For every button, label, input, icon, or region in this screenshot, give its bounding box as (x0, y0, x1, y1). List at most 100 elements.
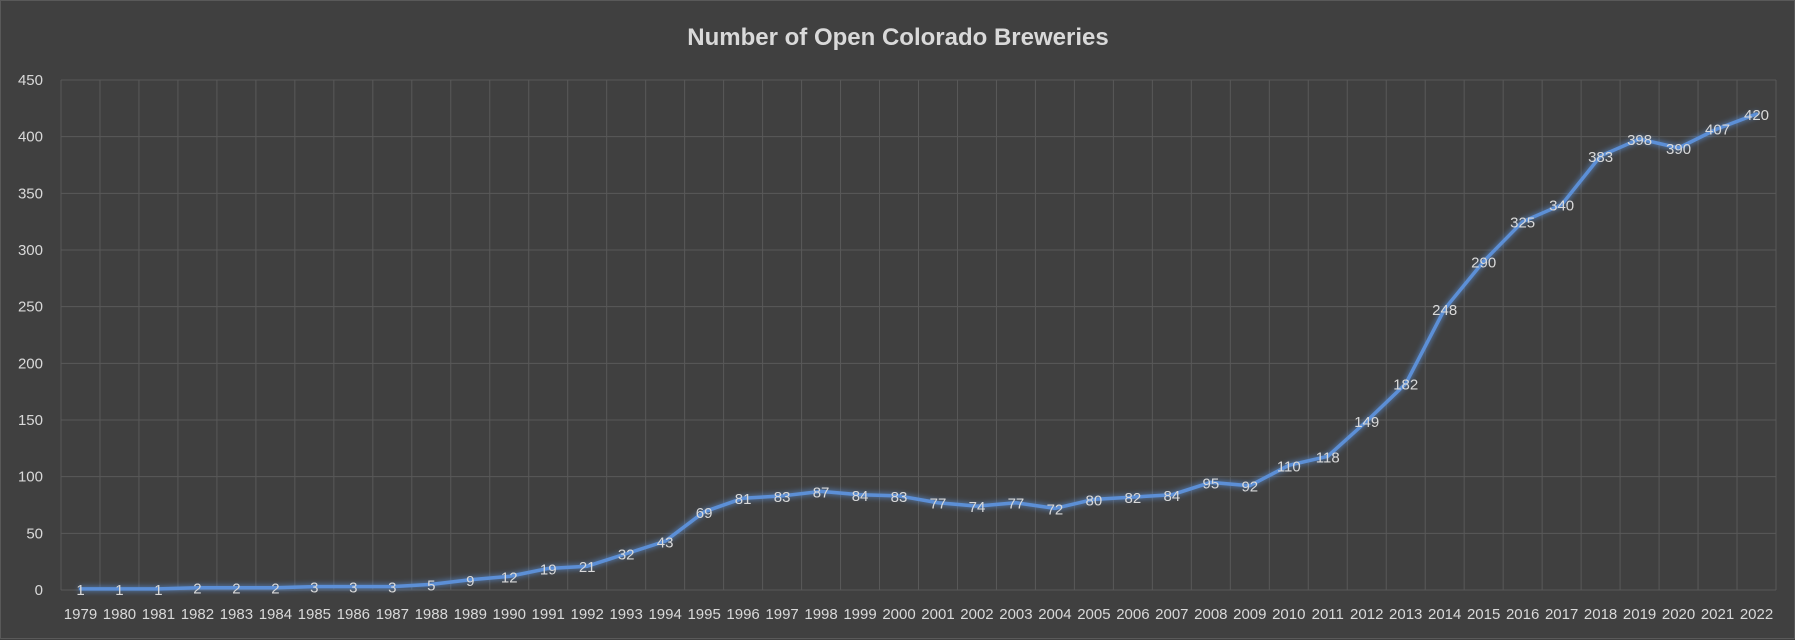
y-tick-label: 0 (35, 582, 43, 599)
data-label: 290 (1471, 254, 1496, 271)
x-tick-label: 2019 (1623, 606, 1656, 623)
data-label: 1 (115, 582, 123, 599)
y-tick-label: 350 (18, 185, 43, 202)
data-label: 2 (193, 581, 201, 598)
data-label: 84 (1164, 488, 1181, 505)
x-tick-label: 1999 (843, 606, 876, 623)
data-label: 84 (852, 488, 869, 505)
data-label: 3 (388, 580, 396, 597)
data-label: 248 (1432, 302, 1457, 319)
x-tick-label: 1985 (298, 606, 331, 623)
series-line (78, 112, 1759, 591)
x-tick-label: 2020 (1662, 606, 1695, 623)
x-tick-label: 1988 (415, 606, 448, 623)
x-tick-label: 2004 (1038, 606, 1071, 623)
x-tick-label: 2021 (1701, 606, 1734, 623)
data-label: 69 (696, 505, 713, 522)
data-label: 149 (1354, 414, 1379, 431)
x-tick-label: 2022 (1740, 606, 1773, 623)
data-label: 407 (1705, 122, 1730, 139)
x-tick-label: 1984 (259, 606, 292, 623)
x-tick-label: 2011 (1312, 606, 1344, 623)
chart-title: Number of Open Colorado Breweries (687, 24, 1108, 51)
x-tick-label: 2010 (1272, 606, 1305, 623)
data-label: 340 (1549, 198, 1574, 215)
data-label: 1 (154, 582, 162, 599)
x-tick-label: 1989 (454, 606, 487, 623)
data-label: 1 (76, 582, 84, 599)
x-tick-label: 1995 (687, 606, 720, 623)
x-tick-label: 1992 (571, 606, 604, 623)
data-label: 82 (1125, 490, 1142, 507)
data-label: 420 (1744, 107, 1769, 124)
x-tick-label: 2008 (1194, 606, 1227, 623)
grid (60, 79, 1777, 591)
x-tick-label: 1993 (609, 606, 642, 623)
y-tick-label: 100 (18, 469, 43, 486)
x-tick-label: 2007 (1155, 606, 1188, 623)
x-tick-label: 2017 (1545, 606, 1578, 623)
x-tick-label: 1996 (726, 606, 759, 623)
x-tick-label: 1986 (337, 606, 370, 623)
data-label: 43 (657, 534, 674, 551)
data-label: 9 (466, 573, 474, 590)
data-label: 325 (1510, 215, 1535, 232)
data-label: 390 (1666, 141, 1691, 158)
y-axis-ticks: 0 50 100 150 200 250 300 350 400 450 (18, 72, 43, 599)
data-label: 3 (349, 580, 357, 597)
x-tick-label: 1991 (532, 606, 565, 623)
x-tick-label: 1983 (220, 606, 253, 623)
x-tick-label: 1994 (648, 606, 681, 623)
y-tick-label: 200 (18, 355, 43, 372)
x-tick-label: 2014 (1428, 606, 1461, 623)
x-tick-label: 2000 (882, 606, 915, 623)
x-tick-label: 2002 (960, 606, 993, 623)
x-tick-label: 2016 (1506, 606, 1539, 623)
x-tick-label: 2005 (1077, 606, 1110, 623)
y-tick-label: 150 (18, 412, 43, 429)
data-label: 118 (1316, 449, 1340, 466)
data-label: 3 (310, 580, 318, 597)
x-tick-label: 1990 (493, 606, 526, 623)
data-label: 77 (1008, 496, 1025, 513)
data-label: 32 (618, 547, 635, 564)
x-tick-label: 2001 (921, 606, 954, 623)
series-group (78, 112, 1759, 591)
y-tick-label: 400 (18, 129, 43, 146)
data-label: 72 (1047, 501, 1064, 518)
data-label: 19 (540, 561, 557, 578)
x-tick-label: 1979 (64, 606, 97, 623)
x-tick-label: 2012 (1350, 606, 1383, 623)
data-label: 2 (271, 581, 279, 598)
data-label: 74 (969, 499, 986, 516)
data-label: 21 (579, 559, 596, 576)
data-label: 83 (774, 489, 791, 506)
data-label: 77 (930, 496, 947, 513)
x-tick-label: 2006 (1116, 606, 1149, 623)
data-label: 12 (501, 569, 518, 586)
data-label: 92 (1241, 479, 1258, 496)
data-label: 80 (1086, 492, 1103, 509)
x-tick-label: 1980 (103, 606, 136, 623)
y-tick-label: 450 (18, 72, 43, 89)
x-tick-label: 2003 (999, 606, 1032, 623)
data-label: 110 (1277, 458, 1301, 475)
x-tick-label: 2015 (1467, 606, 1500, 623)
data-label: 182 (1393, 377, 1418, 394)
x-tick-label: 1981 (142, 606, 175, 623)
x-tick-label: 1997 (765, 606, 798, 623)
x-tick-label: 1982 (181, 606, 214, 623)
data-label: 95 (1202, 475, 1219, 492)
data-label: 398 (1627, 132, 1652, 149)
x-axis-ticks: 1979 1980 1981 1982 1983 1984 1985 1986 1987 1988… (64, 606, 1773, 623)
x-tick-label: 2009 (1233, 606, 1266, 623)
data-label: 5 (427, 577, 435, 594)
x-tick-label: 2018 (1584, 606, 1617, 623)
data-label: 81 (735, 491, 752, 508)
x-tick-label: 2013 (1389, 606, 1422, 623)
x-tick-label: 1987 (376, 606, 409, 623)
data-label: 83 (891, 489, 908, 506)
